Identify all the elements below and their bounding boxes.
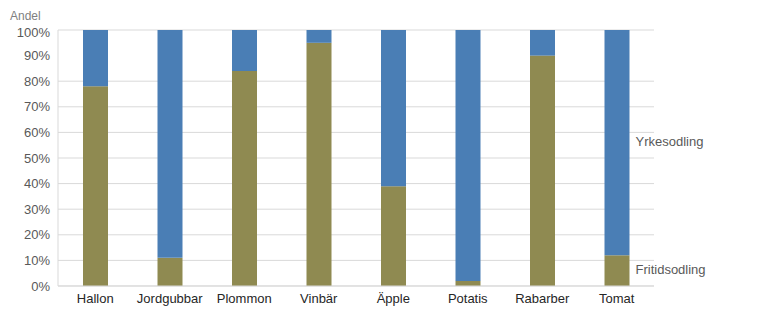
svg-text:70%: 70% [24,99,50,114]
svg-text:80%: 80% [24,74,50,89]
svg-text:90%: 90% [24,48,50,63]
svg-text:0%: 0% [31,279,50,294]
svg-text:Jordgubbar: Jordgubbar [137,291,203,306]
svg-text:Rabarber: Rabarber [515,291,570,306]
svg-text:Fritidsodling: Fritidsodling [636,262,706,277]
svg-text:Äpple: Äpple [377,291,410,306]
html-text:Andel: Andel [10,9,41,23]
svg-text:50%: 50% [24,151,50,166]
svg-text:40%: 40% [24,176,50,191]
svg-text:100%: 100% [17,25,51,40]
svg-text:10%: 10% [24,253,50,268]
svg-text:Tomat: Tomat [599,291,635,306]
svg-text:Hallon: Hallon [77,291,114,306]
svg-text:60%: 60% [24,125,50,140]
svg-text:Yrkesodling: Yrkesodling [636,134,704,149]
svg-text:Vinbär: Vinbär [300,291,338,306]
svg-text:Plommon: Plommon [217,291,272,306]
svg-text:Potatis: Potatis [448,291,488,306]
svg-text:30%: 30% [24,202,50,217]
svg-text:20%: 20% [24,227,50,242]
